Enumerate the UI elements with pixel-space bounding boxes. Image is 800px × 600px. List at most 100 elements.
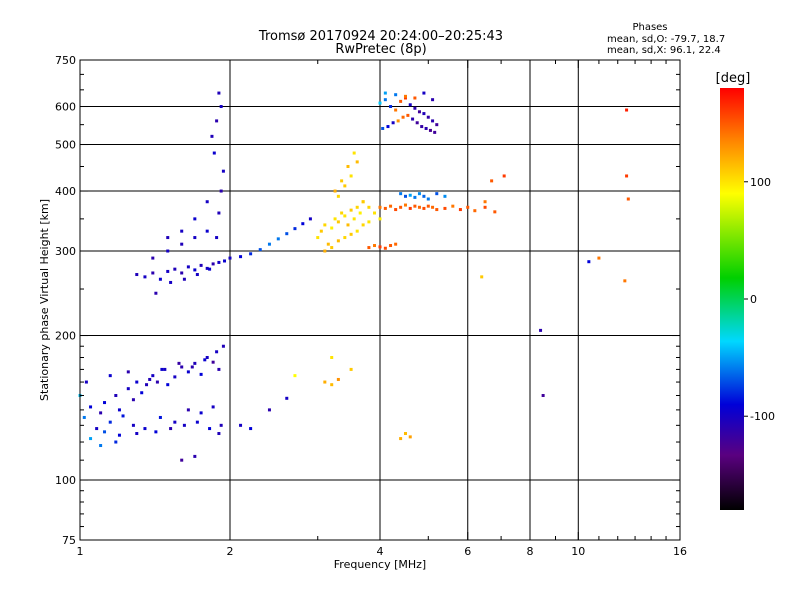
data-point — [215, 236, 219, 240]
y-tick-label: 400 — [55, 185, 76, 198]
stats-line-x: mean, sd,X: 96.1, 22.4 — [607, 45, 721, 56]
data-point — [117, 408, 121, 412]
data-point — [193, 361, 197, 365]
data-point — [203, 358, 207, 362]
data-points — [78, 91, 630, 462]
data-point — [381, 126, 385, 130]
data-point — [340, 211, 344, 215]
data-point — [215, 350, 219, 354]
data-point — [336, 220, 340, 224]
data-point — [217, 432, 221, 436]
data-point — [330, 355, 334, 359]
data-point — [408, 435, 412, 439]
data-point — [211, 360, 215, 364]
x-tick-label: 1 — [77, 545, 84, 558]
data-point — [626, 197, 630, 201]
data-point — [333, 217, 337, 221]
data-point — [145, 383, 149, 387]
data-point — [221, 169, 225, 173]
data-point — [239, 255, 243, 259]
data-point — [330, 383, 334, 387]
data-point — [285, 232, 289, 236]
data-point — [361, 223, 365, 227]
y-tick-label: 600 — [55, 101, 76, 114]
data-point — [541, 394, 545, 398]
data-point — [389, 105, 393, 109]
data-point — [223, 259, 227, 263]
data-point — [413, 204, 417, 208]
data-point — [217, 260, 221, 264]
data-point — [349, 367, 353, 371]
data-point — [148, 377, 152, 381]
y-tick-label: 200 — [55, 330, 76, 343]
x-tick-label: 16 — [673, 545, 687, 558]
data-point — [431, 119, 435, 123]
data-point — [433, 130, 437, 134]
data-point — [193, 236, 197, 240]
data-point — [173, 375, 177, 379]
data-point — [205, 200, 209, 204]
data-point — [173, 267, 177, 271]
y-tick-label: 750 — [55, 54, 76, 67]
data-point — [205, 355, 209, 359]
data-point — [349, 232, 353, 236]
data-point — [228, 256, 232, 260]
data-point — [182, 277, 186, 281]
data-point — [99, 411, 103, 415]
data-point — [169, 280, 173, 284]
data-point — [323, 249, 327, 253]
data-point — [166, 269, 170, 273]
x-tick-label: 10 — [571, 545, 585, 558]
data-point — [403, 203, 407, 207]
data-point — [413, 96, 417, 100]
colorbar-tick-label: 100 — [750, 176, 771, 189]
axes: 1 2 4 6 8 10 16 75 100 200 300 400 500 600 750 — [55, 54, 687, 558]
data-point — [435, 192, 439, 196]
data-point — [406, 113, 410, 117]
data-point — [211, 405, 215, 409]
data-point — [249, 252, 253, 256]
data-point — [211, 262, 215, 266]
data-point — [212, 151, 216, 155]
data-point — [587, 260, 591, 264]
data-point — [391, 121, 395, 125]
data-point — [103, 401, 107, 405]
data-point — [493, 210, 497, 214]
x-tick-label: 2 — [227, 545, 234, 558]
data-point — [413, 106, 417, 110]
plot-area — [80, 60, 680, 540]
data-point — [343, 184, 347, 188]
data-point — [403, 432, 407, 436]
data-point — [367, 205, 371, 209]
data-point — [403, 94, 407, 98]
data-point — [378, 245, 382, 249]
colorbar-label: [deg] — [716, 71, 751, 86]
colorbar: 100 0 -100 — [720, 88, 775, 510]
colorbar-tick-label: 0 — [750, 293, 757, 306]
data-point — [193, 454, 197, 458]
data-point — [163, 367, 167, 371]
data-point — [443, 194, 447, 198]
data-point — [383, 98, 387, 102]
data-point — [210, 134, 214, 138]
data-point — [431, 98, 435, 102]
data-point — [399, 99, 403, 103]
y-axis-label: Stationary phase Virtual Height [km] — [38, 199, 51, 401]
data-point — [84, 380, 88, 384]
data-point — [373, 244, 377, 248]
data-point — [114, 440, 118, 444]
data-point — [378, 217, 382, 221]
data-point — [276, 237, 280, 241]
data-point — [340, 179, 344, 183]
data-point — [155, 380, 159, 384]
data-point — [154, 430, 158, 434]
data-point — [336, 239, 340, 243]
data-point — [473, 209, 477, 213]
data-point — [182, 423, 186, 427]
data-point — [417, 192, 421, 196]
stats-line-o: mean, sd,O: -79.7, 18.7 — [607, 34, 725, 45]
data-point — [180, 458, 184, 462]
data-point — [140, 391, 144, 395]
data-point — [346, 164, 350, 168]
data-point — [121, 414, 125, 418]
